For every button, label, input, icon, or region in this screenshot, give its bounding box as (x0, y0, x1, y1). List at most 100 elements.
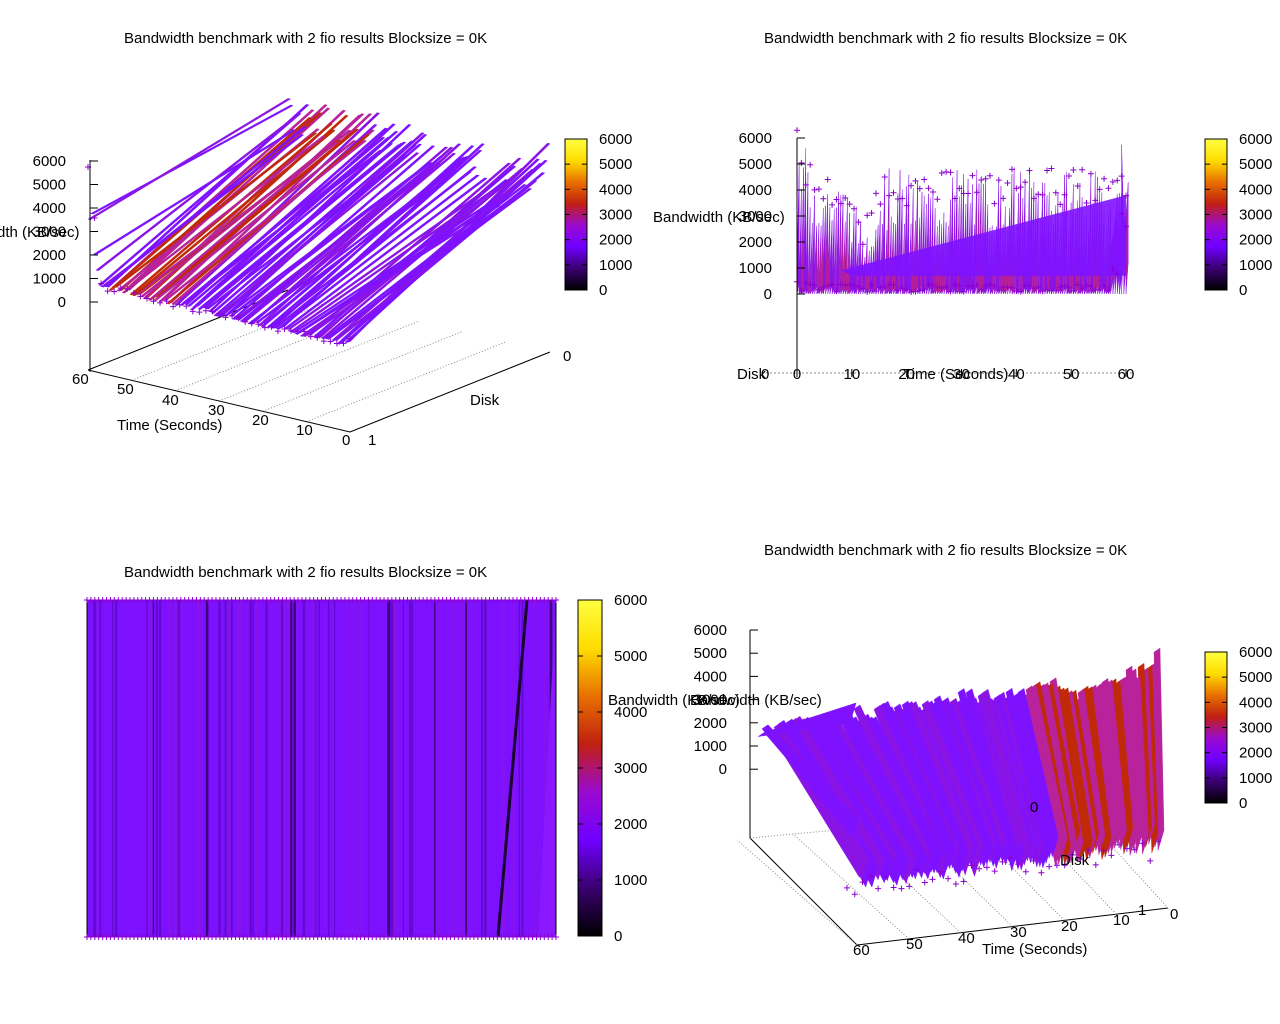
y-tick-label: 1 (368, 432, 376, 449)
data-point (991, 868, 998, 875)
data-point (377, 597, 384, 940)
heatmap-cell (465, 600, 467, 937)
heatmap-cell (324, 600, 327, 937)
data-point (424, 597, 431, 940)
data-point (1087, 283, 1094, 290)
z-tick-label: 6000 (33, 153, 66, 170)
data-point (937, 868, 944, 875)
data-point (525, 597, 532, 940)
data-point (183, 303, 190, 310)
surface-patch (798, 188, 802, 295)
heatmap-cell (208, 600, 212, 937)
heatmap-cell (377, 600, 379, 937)
heatmap-cell (312, 600, 315, 937)
heatmap-cell (371, 600, 375, 937)
data-point (327, 338, 334, 345)
data-point (142, 597, 149, 940)
z-tick-label: 6000 (694, 622, 727, 639)
z-axis-label: Bandwidth (KB/sec) (653, 209, 785, 226)
heatmap-cell (249, 600, 253, 937)
data-point (443, 597, 450, 940)
data-point (111, 597, 118, 940)
data-point (91, 215, 98, 222)
z-tick-label: 3000 (33, 224, 66, 241)
data-point (173, 597, 180, 940)
heatmap-cell (362, 600, 364, 937)
heatmap-cell (506, 600, 509, 937)
data-point (929, 876, 936, 883)
surface-patch (761, 724, 860, 840)
data-point (916, 185, 923, 192)
data-point (965, 190, 972, 197)
heatmap-cell (302, 600, 306, 937)
data-point (1069, 851, 1076, 858)
data-point (943, 283, 950, 290)
data-point (134, 597, 141, 940)
colorbar-tick-label: 1000 (614, 872, 647, 889)
data-point (999, 858, 1006, 865)
z-tick-label: 2000 (694, 715, 727, 732)
x-tick-label: 50 (906, 936, 923, 953)
data-point (976, 865, 983, 872)
data-point (301, 328, 308, 335)
heatmap-cell (221, 600, 224, 937)
heatmap-cell (146, 600, 148, 937)
heatmap-cell (468, 600, 471, 937)
x-tick-label: 40 (1008, 366, 1025, 383)
data-point (435, 597, 442, 940)
heatmap-cell (90, 600, 93, 937)
data-point (1008, 166, 1015, 173)
x-axis-label: Time (Seconds) (117, 417, 222, 434)
x-axis: 0 10 20 30 40 50 60 (762, 366, 1134, 383)
surface-patch (858, 221, 861, 295)
data-point (1000, 195, 1007, 202)
y-axis-label: Disk (737, 366, 767, 383)
surface-patch (255, 170, 459, 324)
data-point (875, 885, 882, 892)
heatmap-cell (540, 600, 543, 937)
surface-patch (899, 189, 903, 295)
heatmap-cell (218, 600, 221, 937)
surface-patch (816, 223, 820, 295)
colorbar-tick-label: 5000 (1239, 669, 1272, 686)
data-point (1030, 285, 1037, 292)
heatmap-cell (349, 600, 352, 937)
data-point (396, 597, 403, 940)
data-point (209, 308, 216, 315)
x-tick-label: 10 (296, 422, 313, 439)
heatmap-cell (405, 600, 409, 937)
heatmap-cell (337, 600, 339, 937)
data-point (1123, 192, 1129, 199)
heatmap-cell (384, 600, 386, 937)
z-tick-label: 4000 (33, 200, 66, 217)
panel-title: Bandwidth benchmark with 2 fio results B… (124, 30, 487, 47)
data-point (1035, 191, 1042, 198)
heatmap-cell (509, 600, 511, 937)
data-point (1015, 861, 1022, 868)
heatmap-cell (318, 600, 320, 937)
data-point (209, 597, 216, 940)
data-point (929, 189, 936, 196)
heatmap-cell (140, 600, 142, 937)
data-point (1039, 191, 1046, 198)
heatmap-cell (462, 600, 465, 937)
surface-patch (877, 210, 881, 295)
heatmap-cell (212, 600, 215, 937)
heatmap-cell (299, 600, 302, 937)
data-point (216, 597, 223, 940)
data-point (1116, 841, 1123, 848)
y-axis: 01 (368, 348, 571, 449)
data-point (99, 597, 106, 940)
data-point (143, 295, 150, 302)
data-point (798, 287, 805, 294)
panel-title: Bandwidth benchmark with 2 fio results B… (764, 30, 1127, 47)
data-point (886, 192, 893, 199)
heatmap-cell (471, 600, 474, 937)
surface-patch (930, 190, 934, 295)
heatmap-cell (237, 600, 240, 937)
data-point (1057, 201, 1064, 208)
data-point (126, 597, 133, 940)
data-point (890, 884, 897, 891)
data-point (420, 597, 427, 940)
